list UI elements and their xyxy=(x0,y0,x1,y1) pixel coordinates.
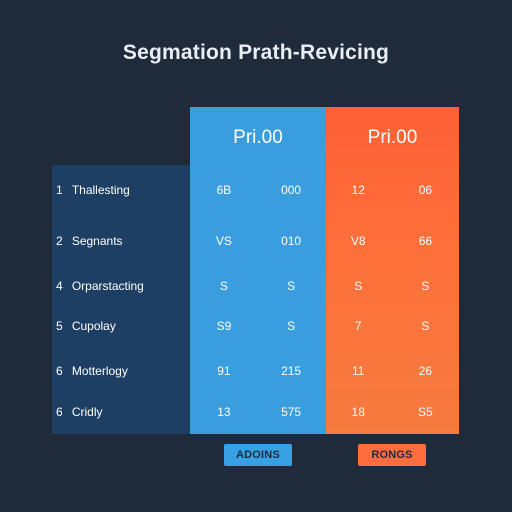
blue-value-1: 91 xyxy=(217,364,231,378)
orange-value-1: S xyxy=(354,279,363,293)
orange-value-1: 18 xyxy=(351,405,365,419)
plan-price-blue: Pri.00 xyxy=(233,127,283,148)
page-title: Segmation Prath-Revicing xyxy=(122,41,390,64)
table-row: 1 Thallesting 6B 000 12 06 xyxy=(52,180,459,200)
blue-value-1: S9 xyxy=(216,319,232,333)
orange-value-2: S5 xyxy=(418,405,433,419)
row-label: Motterlogy xyxy=(71,364,128,378)
row-label: Orparstacting xyxy=(71,279,144,293)
blue-value-2: S xyxy=(287,319,296,333)
orange-value-2: S xyxy=(421,319,430,333)
orange-value-2: 06 xyxy=(418,183,433,197)
feature-panel xyxy=(52,165,190,434)
row-label: Thallesting xyxy=(71,183,130,197)
orange-value-1: 11 xyxy=(352,364,365,378)
row-index: 1 xyxy=(56,183,63,197)
plan-button-blue[interactable]: ADOINS xyxy=(224,444,292,466)
plan-column-orange: Pri.00 xyxy=(326,107,459,434)
row-index: 4 xyxy=(56,279,63,293)
table-row: 4 Orparstacting S S S S xyxy=(52,276,459,296)
orange-value-1: V8 xyxy=(350,234,366,248)
blue-value-2: 215 xyxy=(281,364,302,378)
orange-value-2: 66 xyxy=(418,234,433,248)
blue-value-2: 575 xyxy=(281,405,302,419)
blue-value-2: 000 xyxy=(281,183,302,197)
plan-button-orange[interactable]: RONGS xyxy=(358,444,426,466)
blue-value-2: S xyxy=(287,279,296,293)
row-index: 2 xyxy=(56,234,63,248)
row-index: 6 xyxy=(56,405,63,419)
plan-column-blue: Pri.00 xyxy=(190,107,326,434)
orange-value-2: 26 xyxy=(418,364,433,378)
row-index: 6 xyxy=(56,364,63,378)
row-label: Cupolay xyxy=(71,319,116,333)
orange-value-1: 12 xyxy=(351,183,365,197)
table-row: 6 Cridly 13 575 18 S5 xyxy=(52,402,459,422)
table-row: 6 Motterlogy 91 215 11 26 xyxy=(52,361,459,381)
row-index: 5 xyxy=(56,319,63,333)
table-row: 2 Segnants VS 010 V8 66 xyxy=(52,231,459,251)
blue-value-1: 6B xyxy=(216,183,232,197)
blue-value-1: S xyxy=(219,279,228,293)
row-label: Cridly xyxy=(71,405,103,419)
plan-price-orange: Pri.00 xyxy=(367,127,418,148)
table-row: 5 Cupolay S9 S 7 S xyxy=(52,316,459,336)
blue-value-1: 13 xyxy=(217,405,231,419)
blue-value-2: 010 xyxy=(281,234,302,248)
row-label: Segnants xyxy=(71,234,123,248)
blue-value-1: VS xyxy=(215,234,232,248)
orange-value-1: 7 xyxy=(354,319,362,333)
pricing-table: Pri.00 Pri.00 1 Thallesting 6B 000 12 06… xyxy=(52,107,459,434)
orange-value-2: S xyxy=(421,279,430,293)
